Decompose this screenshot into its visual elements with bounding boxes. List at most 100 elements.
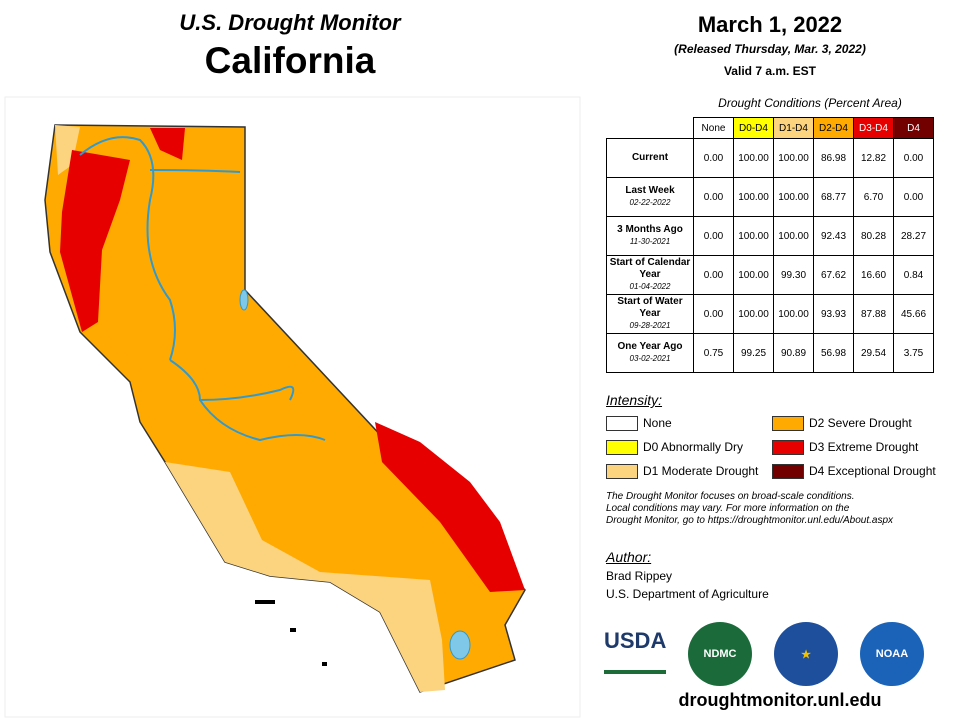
doc-logo: ★: [774, 622, 838, 686]
lakes: [239, 289, 471, 660]
released: (Released Thursday, Mar. 3, 2022): [674, 42, 866, 56]
legend-label: D2 Severe Drought: [809, 416, 912, 430]
column-header: D4: [893, 117, 934, 139]
row-label: One Year Ago 03-02-2021: [606, 333, 694, 373]
column-header: D1-D4: [773, 117, 814, 139]
column-header: D2-D4: [813, 117, 854, 139]
cell: 87.88: [853, 294, 894, 334]
ndmc-logo: NDMC: [688, 622, 752, 686]
cell: 16.60: [853, 255, 894, 295]
cell: 0.00: [893, 138, 934, 178]
region-d1: [165, 462, 445, 692]
header-row: None D0-D4 D1-D4 D2-D4 D3-D4 D4: [606, 117, 934, 139]
row-name: Current: [631, 152, 669, 163]
cell: 80.28: [853, 216, 894, 256]
column-header: D0-D4: [733, 117, 774, 139]
legend-label: D1 Moderate Drought: [643, 464, 759, 478]
usda-logo: USDA: [604, 628, 666, 674]
legend-swatch: [772, 416, 804, 431]
row-name: One Year Ago: [617, 341, 683, 352]
valid: Valid 7 a.m. EST: [723, 64, 817, 78]
conditions-table: None D0-D4 D1-D4 D2-D4 D3-D4 D4 Current 0.00 100…: [606, 117, 934, 373]
legend-swatch: [606, 464, 638, 479]
author-name: Brad Rippey: [606, 569, 673, 583]
table-caption: Drought Conditions (Percent Area): [718, 96, 902, 110]
column-header: D3-D4: [853, 117, 894, 139]
cell: 100.00: [773, 294, 814, 334]
row-date: 11-30-2021: [629, 237, 671, 246]
legend-title: Intensity:: [606, 392, 663, 408]
cell: 67.62: [813, 255, 854, 295]
cell: 90.89: [773, 333, 814, 373]
row-label: Start of Calendar Year 01-04-2022: [606, 255, 694, 295]
cell: 6.70: [853, 177, 894, 217]
cell: 3.75: [893, 333, 934, 373]
column-header: None: [693, 117, 734, 139]
cell: 0.00: [693, 255, 734, 295]
legend-swatch: [606, 440, 638, 455]
title: U.S. Drought Monitor: [179, 10, 401, 35]
legend-swatch: [606, 416, 638, 431]
rivers: [79, 136, 326, 442]
row-label: Start of Water Year 09-28-2021: [606, 294, 694, 334]
row: One Year Ago 03-02-2021 0.75 99.25 90.89 56.9…: [606, 333, 934, 373]
note-line: The Drought Monitor focuses on broad-sca…: [606, 491, 855, 502]
author-org: U.S. Department of Agriculture: [606, 587, 769, 601]
cell: 100.00: [733, 138, 774, 178]
legend-label: D0 Abnormally Dry: [643, 440, 744, 454]
cell: 99.25: [733, 333, 774, 373]
cell: 86.98: [813, 138, 854, 178]
cell: 0.00: [693, 177, 734, 217]
row-date: 03-02-2021: [629, 354, 671, 363]
legend-label: D4 Exceptional Drought: [809, 464, 936, 478]
islands: [255, 600, 327, 666]
cell: 0.00: [893, 177, 934, 217]
row-label: Current: [606, 138, 694, 178]
row-label: Last Week 02-22-2022: [606, 177, 694, 217]
legend-label: None: [643, 416, 672, 430]
date: March 1, 2022: [697, 12, 843, 37]
legend-swatch: [772, 440, 804, 455]
cell: 100.00: [773, 177, 814, 217]
cell: 92.43: [813, 216, 854, 256]
note: The Drought Monitor focuses on broad-sca…: [606, 491, 893, 527]
noaa-logo: NOAA: [860, 622, 924, 686]
cell: 100.00: [733, 216, 774, 256]
map: [4, 96, 581, 718]
row-name: Start of Calendar Year: [609, 257, 691, 280]
row: Start of Calendar Year 01-04-2022 0.00 100.…: [606, 255, 934, 295]
legend-swatch: [772, 464, 804, 479]
legend-label: D3 Extreme Drought: [809, 440, 919, 454]
row: Start of Water Year 09-28-2021 0.00 100.00 1…: [606, 294, 934, 334]
cell: 68.77: [813, 177, 854, 217]
cell: 0.00: [693, 294, 734, 334]
row-date: 01-04-2022: [629, 282, 671, 291]
cell: 56.98: [813, 333, 854, 373]
row: Last Week 02-22-2022 0.00 100.00 100.00 68.77…: [606, 177, 934, 217]
row: Current 0.00 100.00 100.00 86.98 12.82 0.00: [606, 138, 934, 178]
note-line: Drought Monitor, go to https://droughtmo…: [606, 515, 894, 526]
row-label: 3 Months Ago 11-30-2021: [606, 216, 694, 256]
cell: 100.00: [733, 294, 774, 334]
row-date: 02-22-2022: [629, 198, 671, 207]
cell: 29.54: [853, 333, 894, 373]
cell: 99.30: [773, 255, 814, 295]
author-heading: Author:: [606, 549, 652, 565]
cell: 100.00: [733, 177, 774, 217]
cell: 45.66: [893, 294, 934, 334]
region-d3-north: [60, 150, 130, 332]
region-d3-east: [375, 422, 525, 592]
region-d1-north: [55, 125, 80, 175]
cell: 100.00: [773, 216, 814, 256]
row-name: 3 Months Ago: [617, 224, 683, 235]
cell: 28.27: [893, 216, 934, 256]
row: 3 Months Ago 11-30-2021 0.00 100.00 100.00 92…: [606, 216, 934, 256]
cell: 0.00: [693, 138, 734, 178]
row-date: 09-28-2021: [629, 321, 671, 330]
cell: 0.75: [693, 333, 734, 373]
cell: 12.82: [853, 138, 894, 178]
cell: 0.00: [693, 216, 734, 256]
row-name: Start of Water Year: [617, 296, 683, 319]
cell: 100.00: [733, 255, 774, 295]
